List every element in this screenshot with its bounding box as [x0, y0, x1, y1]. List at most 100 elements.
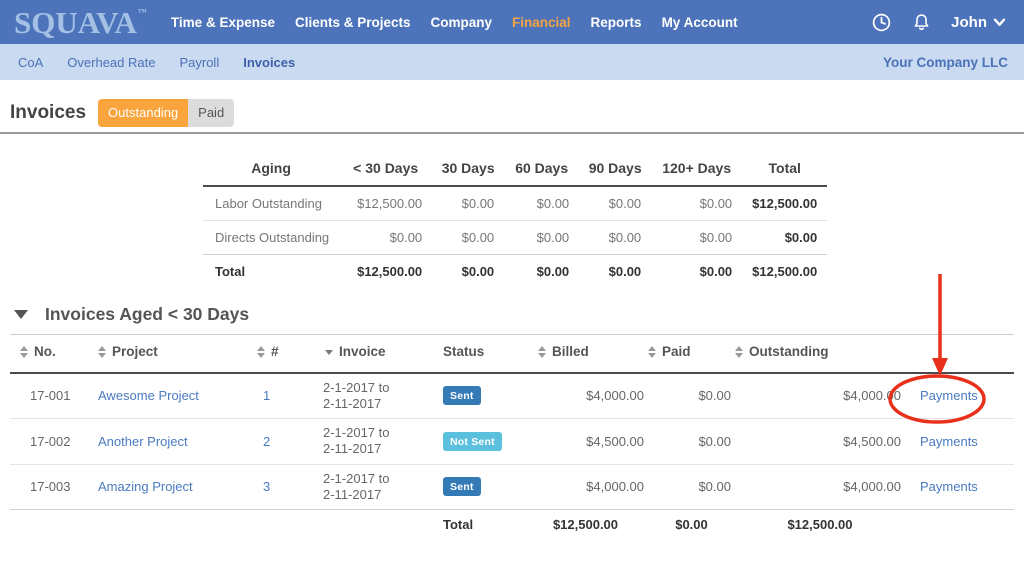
page-title: Invoices [10, 101, 87, 123]
invoice-number-link[interactable]: 1 [263, 388, 271, 404]
cell-row-total: $12,500.00 [752, 195, 818, 211]
aging-col-total: Total [742, 154, 828, 187]
nav-item-reports[interactable]: Reports [590, 14, 642, 30]
sort-header-paid[interactable]: Paid [648, 334, 735, 374]
subnav-item-coa[interactable]: CoA [18, 54, 44, 70]
nav-item-my-account[interactable]: My Account [661, 14, 738, 30]
app-logo[interactable]: SQUAVA ™ [14, 7, 147, 38]
cell-value: $0.00 [579, 253, 652, 288]
cell-value: $0.00 [699, 195, 733, 211]
invoice-period: 2-1-2017 to 2-11-2017 [323, 425, 390, 457]
aging-header-row: Aging < 30 Days 30 Days 60 Days 90 Days … [203, 154, 828, 187]
cell-value: $0.00 [608, 195, 642, 211]
logo-text: SQUAVA [14, 4, 137, 40]
sort-header-invoice[interactable]: Invoice [315, 334, 425, 374]
sort-desc-icon [325, 349, 333, 355]
invoice-row-17-001: 17-001 Awesome Project 1 2-1-2017 to 2-11… [10, 373, 1014, 419]
aging-table: Aging < 30 Days 30 Days 60 Days 90 Days … [203, 154, 828, 288]
invoice-no: 17-002 [10, 418, 88, 465]
page-header: Invoices Outstanding Paid [10, 99, 1014, 127]
nav-item-financial[interactable]: Financial [512, 14, 571, 30]
header-status: Status [425, 334, 523, 374]
sub-navbar: CoA Overhead Rate Payroll Invoices Your … [0, 44, 1024, 80]
aging-col-60: 60 Days [504, 154, 580, 187]
cell-value: $0.00 [536, 195, 570, 211]
cell-value: $0.00 [651, 219, 743, 255]
user-name: John [951, 13, 987, 31]
cell-value: $0.00 [339, 219, 433, 255]
project-link[interactable]: Another Project [98, 433, 188, 449]
invoice-period: 2-1-2017 to 2-11-2017 [323, 470, 390, 502]
cell-value: $0.00 [651, 253, 743, 288]
sort-header-no[interactable]: No. [10, 334, 88, 374]
section-invoices-aged: Invoices Aged < 30 Days [10, 304, 1014, 335]
payments-link[interactable]: Payments [920, 388, 978, 404]
chevron-down-icon [993, 18, 1006, 26]
main-nav: Time & Expense Clients & Projects Compan… [161, 15, 748, 30]
cell-value: $0.00 [504, 219, 580, 255]
status-badge-sent: Sent [443, 386, 481, 406]
outstanding-amount: $4,000.00 [735, 463, 905, 510]
cell-value: $0.00 [504, 253, 580, 288]
cell-row-total: $0.00 [742, 219, 828, 255]
project-link[interactable]: Awesome Project [98, 388, 199, 404]
user-menu[interactable]: John [951, 14, 1006, 31]
subnav-item-payroll[interactable]: Payroll [179, 54, 220, 70]
clock-icon[interactable] [871, 12, 892, 33]
subnav-item-overhead-rate[interactable]: Overhead Rate [67, 54, 156, 70]
invoice-number-link[interactable]: 3 [263, 479, 271, 495]
footer-outstanding-total: $12,500.00 [735, 509, 905, 544]
logo-trademark: ™ [137, 6, 147, 17]
status-badge-not-sent: Not Sent [443, 431, 502, 451]
invoice-period: 2-1-2017 to 2-11-2017 [323, 379, 390, 411]
invoice-table: No. Project # Invoice Status Billed Paid… [10, 334, 1014, 544]
cell-value: $0.00 [432, 219, 505, 255]
outstanding-filter-button[interactable]: Outstanding [98, 99, 189, 127]
collapse-caret-icon[interactable] [14, 309, 28, 319]
paid-amount: $0.00 [698, 388, 731, 404]
aging-row-total: Total $12,500.00 $0.00 $0.00 $0.00 $0.00… [203, 253, 828, 288]
billed-amount: $4,000.00 [586, 388, 644, 404]
nav-item-time-expense[interactable]: Time & Expense [170, 14, 275, 30]
sort-header-billed[interactable]: Billed [523, 334, 648, 374]
paid-filter-button[interactable]: Paid [188, 99, 235, 127]
sort-header-outstanding[interactable]: Outstanding [735, 334, 905, 374]
cell-value: $12,500.00 [339, 253, 433, 288]
project-link[interactable]: Amazing Project [98, 479, 193, 495]
invoice-number-link[interactable]: 2 [263, 433, 271, 449]
header-payments-spacer [905, 334, 1014, 374]
sort-header-project[interactable]: Project [88, 334, 253, 374]
payments-link[interactable]: Payments [920, 479, 978, 495]
cell-value: $0.00 [579, 219, 652, 255]
cell-value: $0.00 [432, 253, 505, 288]
billed-amount: $4,000.00 [523, 463, 648, 510]
nav-item-company[interactable]: Company [430, 14, 493, 30]
top-navbar: SQUAVA ™ Time & Expense Clients & Project… [0, 0, 1024, 44]
billed-amount: $4,500.00 [523, 418, 648, 465]
aging-col-lt30: < 30 Days [339, 154, 433, 187]
paid-amount: $0.00 [648, 463, 735, 510]
footer-paid-total: $0.00 [648, 509, 735, 544]
sort-both-icon [648, 346, 656, 359]
payments-link[interactable]: Payments [920, 433, 978, 449]
invoice-total-row: Total $12,500.00 $0.00 $12,500.00 [10, 509, 1014, 544]
bell-icon[interactable] [911, 12, 932, 33]
invoice-filter-toggle: Outstanding Paid [98, 99, 235, 127]
invoice-row-17-003: 17-003 Amazing Project 3 2-1-2017 to 2-11… [10, 463, 1014, 510]
footer-total-label: Total [425, 509, 523, 544]
aging-row-directs: Directs Outstanding $0.00 $0.00 $0.00 $0… [203, 219, 828, 255]
paid-amount: $0.00 [648, 418, 735, 465]
row-label: Total [203, 253, 340, 288]
aging-col-120: 120+ Days [651, 154, 743, 187]
aging-col-90: 90 Days [579, 154, 652, 187]
invoice-no: 17-003 [10, 463, 88, 510]
subnav-item-invoices[interactable]: Invoices [243, 54, 296, 70]
nav-item-clients-projects[interactable]: Clients & Projects [294, 14, 411, 30]
aging-row-labor: Labor Outstanding $12,500.00 $0.00 $0.00… [203, 186, 827, 221]
outstanding-amount: $4,500.00 [735, 418, 905, 465]
cell-row-total: $12,500.00 [742, 253, 828, 288]
sort-header-number[interactable]: # [253, 334, 315, 374]
navbar-right: John [871, 12, 1006, 33]
section-title: Invoices Aged < 30 Days [45, 303, 250, 324]
